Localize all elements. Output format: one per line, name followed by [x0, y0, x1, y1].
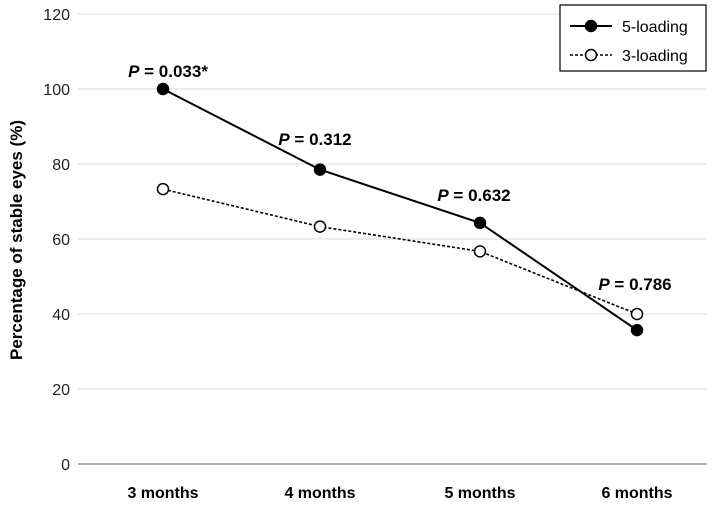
y-tick-label-60: 60 — [52, 232, 70, 249]
y-tick-label-100: 100 — [43, 82, 70, 99]
legend-marker-5-loading — [584, 19, 598, 33]
y-tick-label-120: 120 — [43, 7, 70, 24]
y-tick-label-40: 40 — [52, 307, 70, 324]
y-axis-title: Percentage of stable eyes (%) — [7, 120, 26, 360]
y-tick-label-0: 0 — [61, 457, 70, 474]
legend-marker-3-loading — [584, 48, 598, 62]
data-point-5-loading-6-months — [630, 323, 644, 337]
legend-label-5-loading: 5-loading — [622, 19, 688, 36]
data-point-5-loading-5-months — [473, 216, 487, 230]
legend-label-3-loading: 3-loading — [622, 48, 688, 65]
legend: 5-loading 3-loading — [559, 4, 707, 72]
legend-box — [559, 4, 707, 72]
data-point-5-loading-4-months — [313, 163, 327, 176]
series-line-5-loading — [162, 88, 638, 331]
p-value-annotation: P = 0.312 — [278, 130, 351, 149]
x-tick-label: 6 months — [601, 485, 672, 502]
data-point-3-loading-5-months — [473, 245, 487, 258]
data-point-3-loading-4-months — [313, 220, 327, 233]
x-tick-label: 3 months — [127, 485, 198, 502]
data-point-3-loading-3-months — [156, 182, 170, 196]
y-tick-label-80: 80 — [52, 157, 70, 174]
x-tick-label: 5 months — [444, 485, 515, 502]
x-tick-label: 4 months — [284, 485, 355, 502]
data-point-5-loading-3-months — [156, 82, 170, 96]
data-point-3-loading-6-months — [630, 307, 644, 321]
p-value-annotation: P = 0.632 — [437, 186, 510, 205]
y-tick-label-20: 20 — [52, 382, 70, 399]
series-line-3-loading — [162, 188, 638, 315]
grid-layer — [78, 13, 707, 390]
p-value-annotation: P = 0.786 — [598, 275, 671, 294]
annotation-layer: P = 0.033* P = 0.312 P = 0.632 P = 0.786 — [128, 62, 672, 294]
series-layer — [156, 82, 644, 337]
p-value-annotation: P = 0.033* — [128, 62, 208, 81]
axis-layer: 0 20 40 60 80 100 120 3 months 4 months 5 months 6… — [7, 7, 707, 502]
